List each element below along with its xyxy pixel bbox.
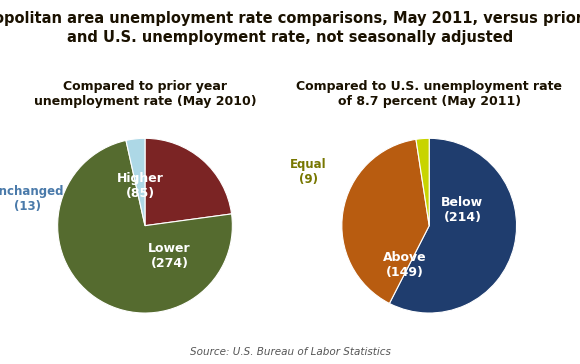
- Wedge shape: [342, 139, 429, 304]
- Wedge shape: [57, 141, 233, 313]
- Text: Unchanged
(13): Unchanged (13): [0, 186, 64, 213]
- Wedge shape: [126, 138, 145, 226]
- Text: Equal
(9): Equal (9): [291, 158, 327, 186]
- Text: Above
(149): Above (149): [383, 251, 426, 279]
- Text: Lower
(274): Lower (274): [148, 242, 191, 270]
- Text: Higher
(85): Higher (85): [117, 173, 164, 200]
- Wedge shape: [416, 138, 429, 226]
- Text: Below
(214): Below (214): [441, 196, 484, 224]
- Title: Compared to prior year
unemployment rate (May 2010): Compared to prior year unemployment rate…: [34, 80, 256, 108]
- Wedge shape: [389, 138, 517, 313]
- Text: Source: U.S. Bureau of Labor Statistics: Source: U.S. Bureau of Labor Statistics: [190, 347, 390, 357]
- Title: Compared to U.S. unemployment rate
of 8.7 percent (May 2011): Compared to U.S. unemployment rate of 8.…: [296, 80, 562, 108]
- Wedge shape: [145, 138, 231, 226]
- Text: Metropolitan area unemployment rate comparisons, May 2011, versus prior year
and: Metropolitan area unemployment rate comp…: [0, 11, 580, 44]
